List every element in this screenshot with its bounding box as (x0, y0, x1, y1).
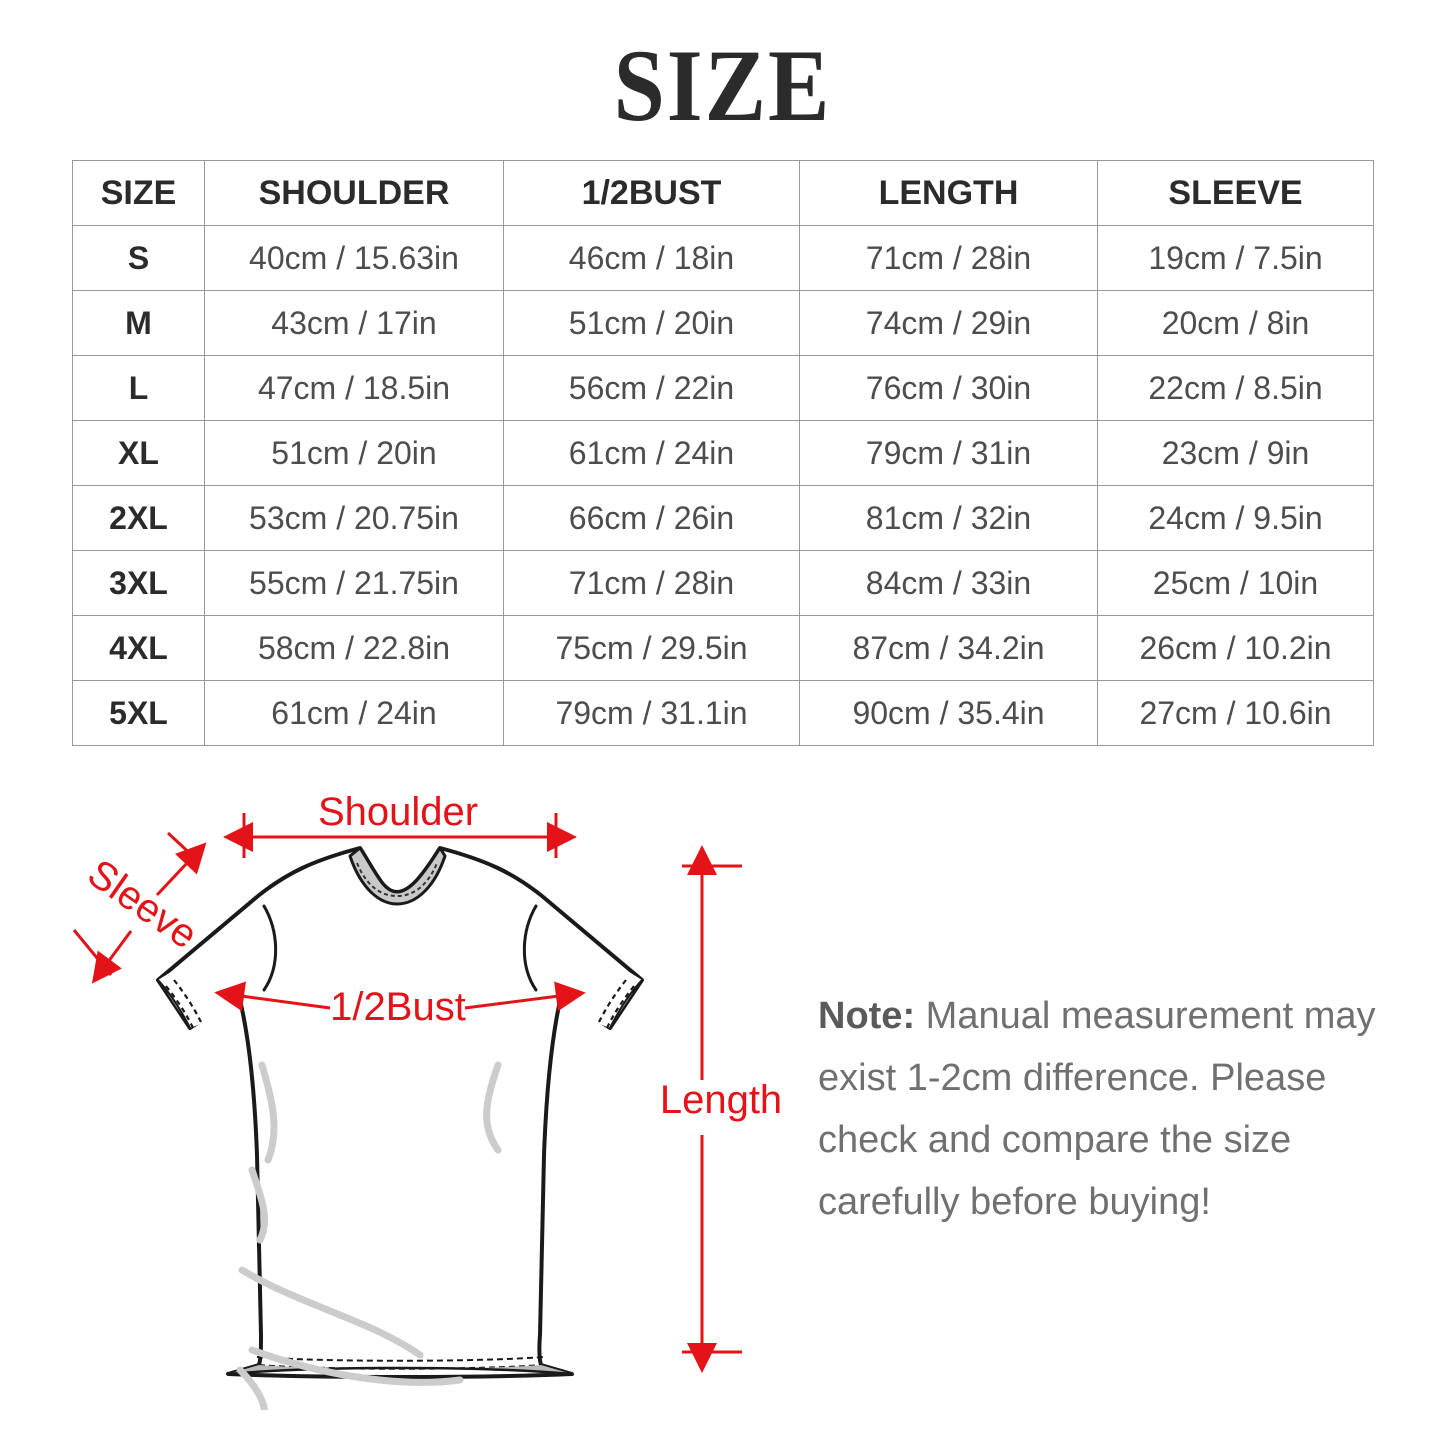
svg-text:1/2Bust: 1/2Bust (330, 985, 466, 1029)
svg-text:Sleeve: Sleeve (80, 851, 205, 957)
svg-text:Length: Length (660, 1078, 782, 1122)
svg-text:Shoulder: Shoulder (318, 790, 478, 834)
